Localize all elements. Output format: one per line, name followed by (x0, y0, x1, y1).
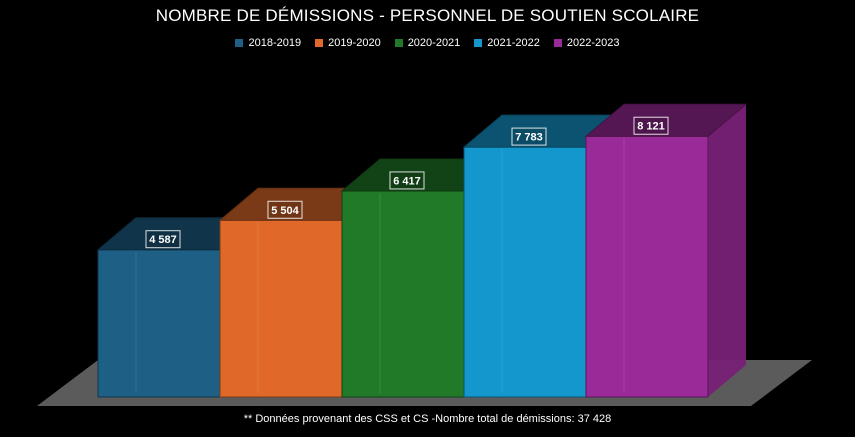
data-label: 6 417 (393, 175, 421, 187)
legend-item: 2018-2019 (235, 37, 301, 49)
bars-group: 4 587 5 504 6 417 7 783 8 121 (96, 103, 748, 398)
bar-front (219, 219, 343, 398)
legend-swatch (553, 39, 562, 47)
bar-side (708, 104, 746, 398)
legend-swatch (394, 39, 403, 47)
legend-label: 2018-2019 (248, 37, 302, 49)
bar-2022-2023: 8 121 (584, 103, 748, 398)
legend-label: 2022-2023 (566, 37, 620, 49)
side-wall (37, 68, 98, 406)
legend-item: 2021-2022 (474, 37, 540, 49)
chart-legend: 2018-2019 2019-2020 2020-2021 2021-2022 2022… (0, 37, 855, 49)
legend-swatch (474, 39, 483, 47)
data-label-box (267, 200, 303, 219)
legend-item: 2022-2023 (553, 37, 620, 49)
legend-item: 2019-2020 (315, 37, 381, 49)
data-label: 8 121 (637, 121, 665, 133)
data-label-box (389, 171, 425, 190)
legend-swatch (235, 39, 244, 47)
legend-label: 2019-2020 (328, 37, 381, 49)
legend-label: 2021-2022 (487, 37, 540, 49)
bar-front (463, 146, 587, 398)
data-label: 4 587 (149, 234, 177, 246)
footnote: ** Données provenant des CSS et CS -Nomb… (243, 413, 612, 425)
data-label-box (145, 230, 181, 249)
data-label: 5 504 (271, 205, 299, 217)
data-label-box (633, 116, 669, 135)
bar-front (341, 190, 465, 398)
chart-title: NOMBRE DE DÉMISSIONS - PERSONNEL DE SOUT… (155, 6, 700, 25)
legend-label: 2020-2021 (407, 37, 461, 49)
bar-front (97, 249, 221, 398)
data-label: 7 783 (515, 132, 543, 144)
bar-front (585, 135, 709, 398)
legend-swatch (315, 39, 324, 47)
data-label-box (511, 127, 547, 146)
legend-item: 2020-2021 (394, 37, 461, 49)
